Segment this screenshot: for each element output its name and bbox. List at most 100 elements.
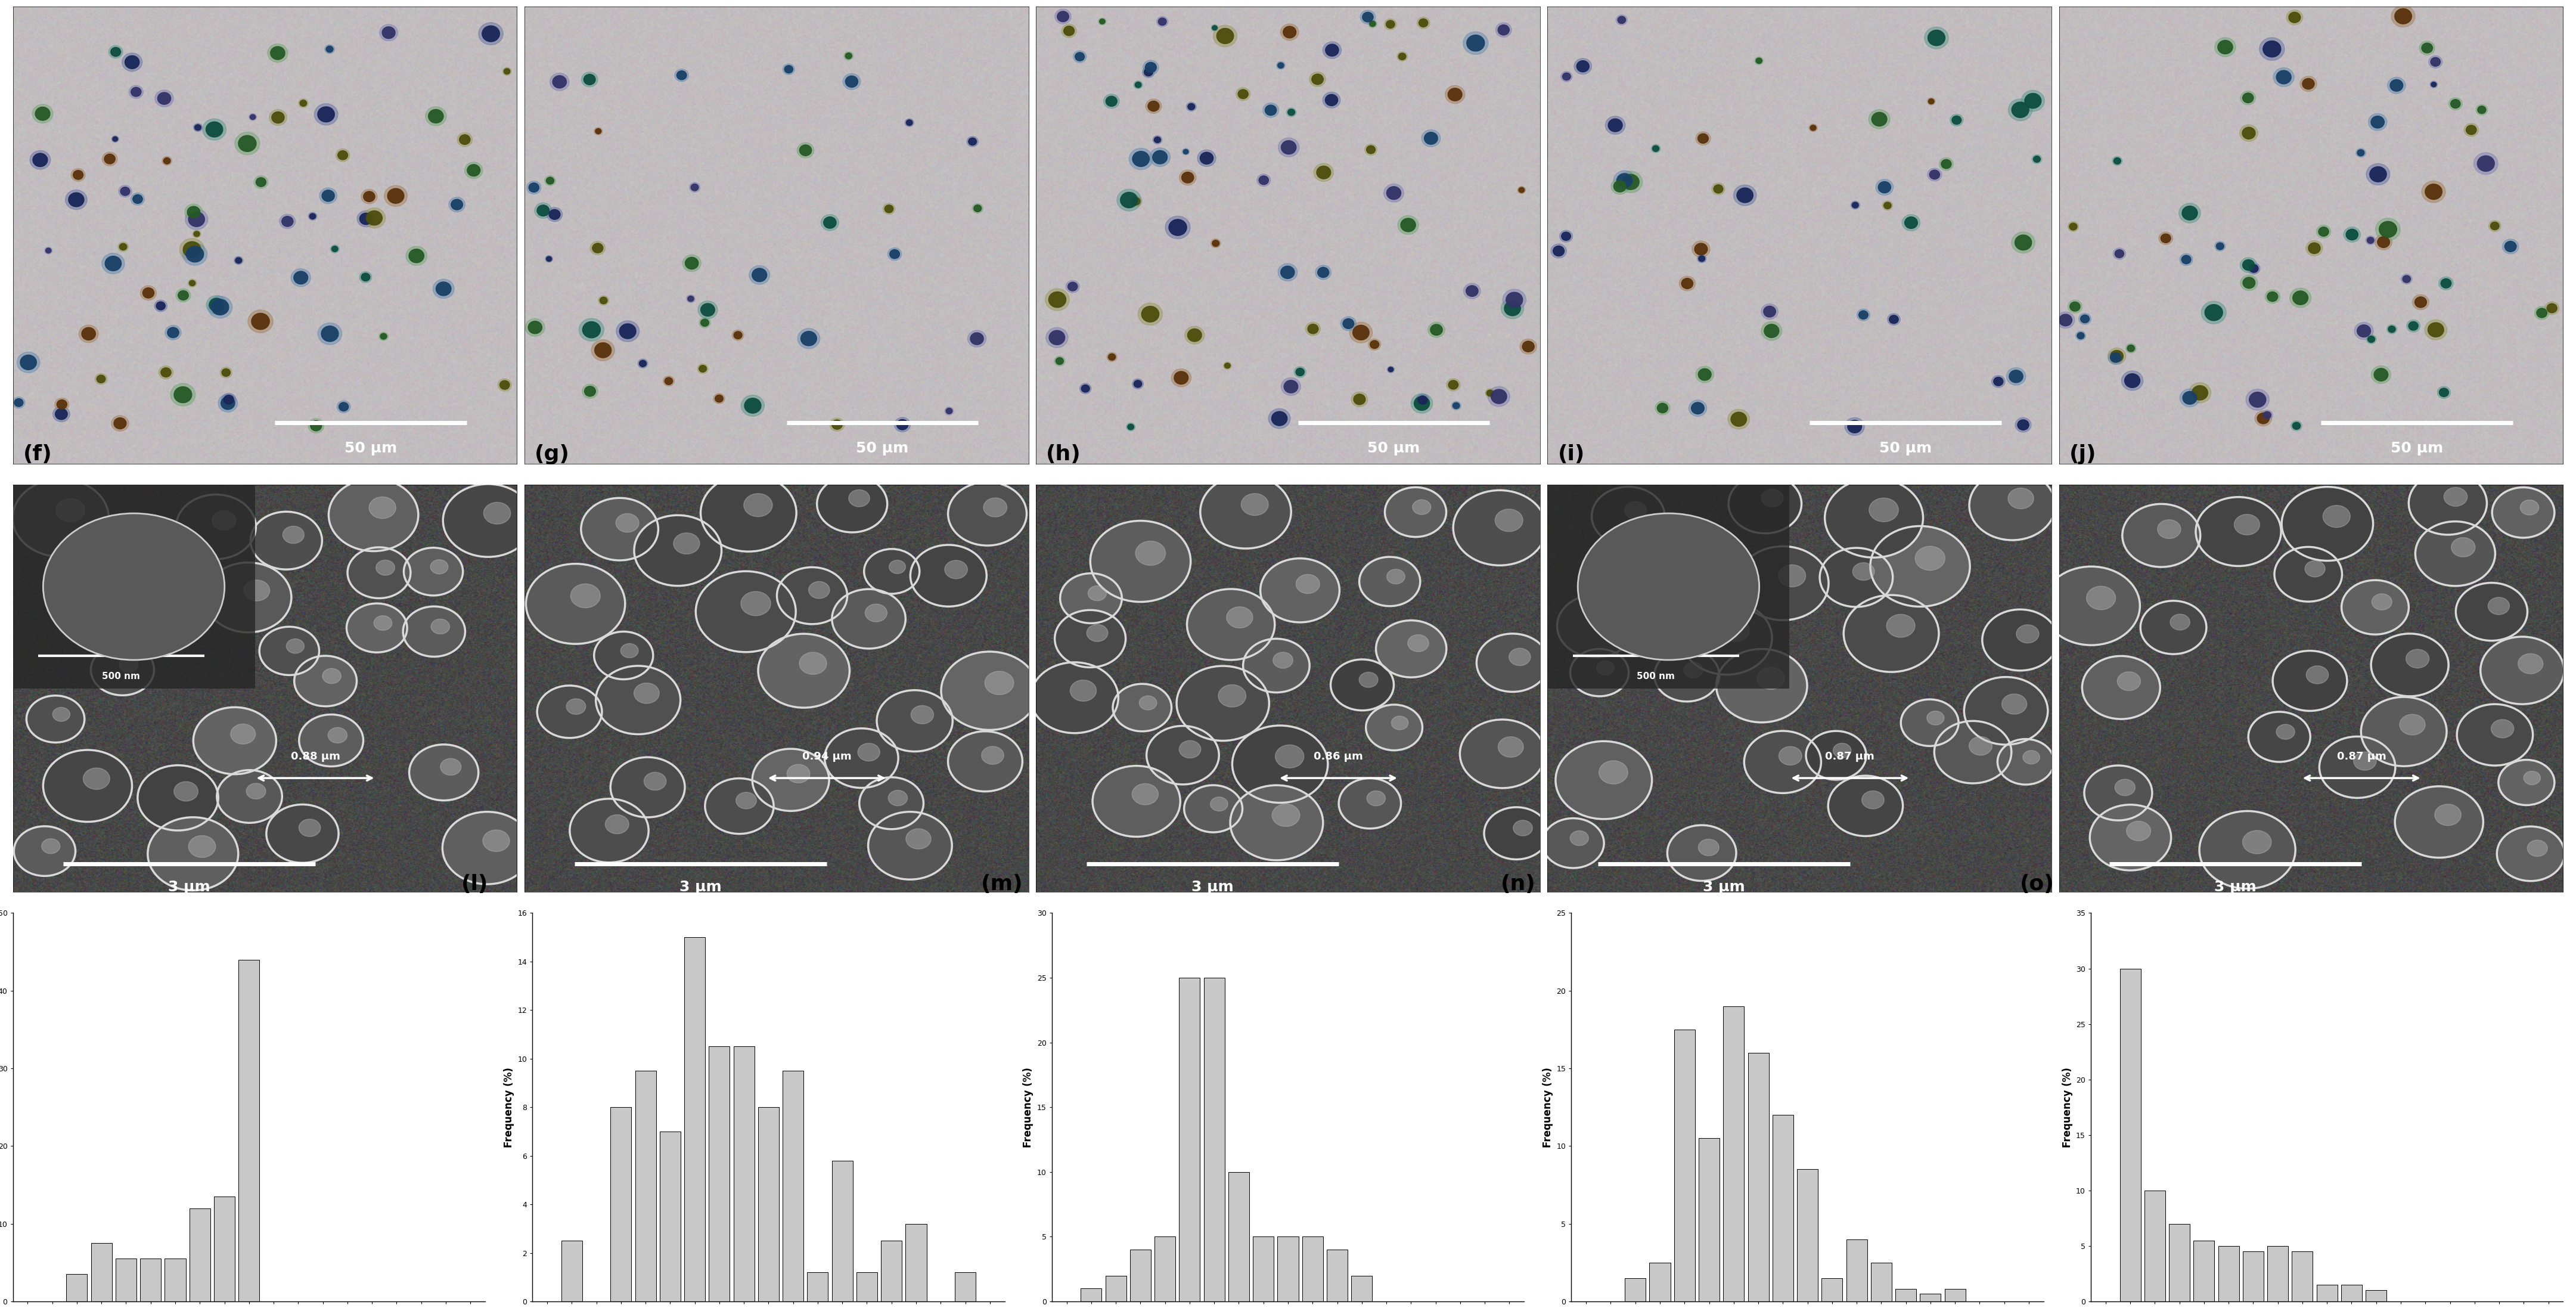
Circle shape (1695, 243, 1708, 255)
Circle shape (2396, 786, 2483, 858)
Circle shape (2002, 695, 2027, 714)
Circle shape (2388, 324, 2396, 334)
Circle shape (2287, 12, 2300, 22)
Circle shape (2380, 221, 2396, 238)
Circle shape (2419, 41, 2434, 55)
Circle shape (185, 209, 209, 230)
Circle shape (526, 181, 541, 194)
Circle shape (1448, 88, 1463, 101)
Circle shape (2481, 637, 2563, 704)
Circle shape (361, 213, 374, 225)
Circle shape (103, 152, 118, 166)
Circle shape (1316, 267, 1329, 277)
Circle shape (188, 279, 196, 286)
Circle shape (1285, 107, 1296, 116)
Circle shape (327, 727, 348, 743)
Circle shape (1213, 241, 1218, 246)
Circle shape (376, 560, 394, 576)
Circle shape (2262, 41, 2280, 58)
Circle shape (1159, 18, 1167, 25)
Circle shape (1231, 726, 1327, 803)
Circle shape (1236, 88, 1249, 101)
Circle shape (863, 549, 920, 594)
Circle shape (1149, 101, 1159, 111)
Circle shape (330, 479, 417, 551)
Circle shape (1765, 306, 1775, 317)
Circle shape (1280, 378, 1301, 395)
Circle shape (2488, 598, 2509, 615)
Circle shape (384, 186, 407, 207)
Circle shape (118, 242, 129, 251)
Circle shape (268, 44, 289, 63)
Circle shape (582, 322, 600, 337)
Bar (1674, 1029, 1695, 1301)
Circle shape (1139, 696, 1157, 710)
Circle shape (1453, 403, 1461, 408)
Circle shape (1417, 396, 1427, 404)
Circle shape (1046, 289, 1069, 310)
Bar (67, 1274, 88, 1301)
Bar (2267, 1247, 2287, 1301)
Bar (1870, 1262, 1891, 1301)
Circle shape (1061, 573, 1123, 623)
Circle shape (160, 366, 173, 379)
Circle shape (889, 247, 902, 260)
Circle shape (180, 238, 204, 260)
Bar (2244, 1252, 2264, 1301)
Circle shape (829, 419, 845, 432)
Circle shape (549, 73, 569, 90)
Circle shape (1131, 196, 1141, 207)
Circle shape (255, 175, 268, 188)
Circle shape (1968, 736, 1991, 755)
Circle shape (245, 579, 270, 600)
Text: (n): (n) (1499, 874, 1535, 895)
Circle shape (1486, 390, 1494, 396)
Circle shape (224, 395, 234, 404)
Circle shape (131, 88, 142, 97)
Circle shape (2112, 249, 2125, 259)
Circle shape (1698, 133, 1708, 144)
Circle shape (247, 783, 265, 799)
Circle shape (118, 657, 139, 672)
Circle shape (1886, 615, 1914, 637)
Circle shape (1185, 785, 1242, 832)
Circle shape (860, 777, 925, 829)
Circle shape (1448, 381, 1458, 390)
Circle shape (845, 52, 853, 59)
Circle shape (2218, 41, 2233, 54)
Circle shape (526, 319, 544, 336)
Circle shape (1656, 403, 1667, 413)
Circle shape (2324, 505, 2349, 527)
Circle shape (361, 272, 371, 283)
Circle shape (621, 644, 639, 658)
Circle shape (1716, 649, 1808, 722)
Circle shape (2357, 148, 2365, 157)
Circle shape (2241, 275, 2257, 290)
Circle shape (322, 668, 340, 684)
Circle shape (2025, 93, 2040, 109)
Circle shape (2370, 633, 2450, 696)
Circle shape (1551, 243, 1566, 258)
Circle shape (57, 498, 85, 522)
Bar (1548, 485, 1790, 688)
Circle shape (2014, 235, 2032, 250)
Circle shape (2424, 319, 2447, 340)
Circle shape (1667, 825, 1736, 880)
Circle shape (103, 254, 124, 273)
Circle shape (1942, 160, 1950, 169)
Circle shape (433, 279, 453, 298)
Circle shape (2354, 752, 2375, 770)
Circle shape (786, 764, 809, 783)
Circle shape (966, 136, 979, 146)
Circle shape (2496, 827, 2563, 882)
Circle shape (317, 323, 343, 345)
Circle shape (1365, 144, 1378, 156)
Circle shape (1128, 148, 1151, 170)
Circle shape (113, 136, 118, 141)
Text: (j): (j) (2069, 445, 2097, 464)
Circle shape (778, 568, 848, 624)
Circle shape (1188, 103, 1195, 110)
Circle shape (528, 183, 538, 192)
Circle shape (1069, 680, 1097, 701)
Circle shape (299, 714, 363, 766)
